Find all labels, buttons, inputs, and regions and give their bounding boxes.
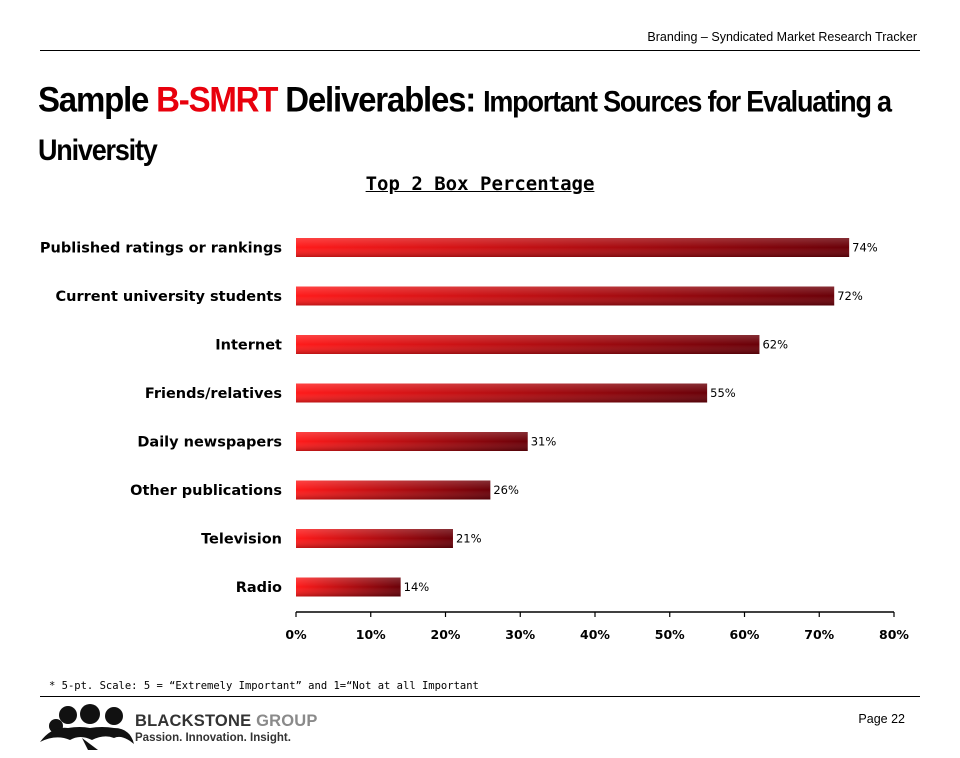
title-part-3: Important Sources for Evaluating a Unive… — [38, 85, 892, 167]
x-tick-label: 50% — [655, 627, 685, 642]
title-part-1: Sample — [38, 79, 157, 120]
category-label: Published ratings or rankings — [40, 241, 282, 257]
bar-shading — [296, 335, 760, 354]
title-part-2: Deliverables: — [277, 79, 484, 120]
category-label: Radio — [236, 580, 282, 596]
page-title: Sample B-SMRT Deliverables: Important So… — [38, 78, 898, 177]
header-divider — [40, 50, 920, 51]
bar-shading — [296, 286, 835, 306]
logo-name: BLACKSTONE GROUP — [135, 712, 318, 731]
x-tick-label: 20% — [431, 627, 461, 642]
logo-name-a: BLACKSTONE — [135, 712, 252, 730]
bar-shading — [296, 432, 528, 451]
x-tick-label: 70% — [804, 627, 834, 642]
bar-shading — [296, 383, 708, 403]
page-number: Page 22 — [858, 712, 905, 726]
value-label: 14% — [404, 580, 430, 594]
logo-tagline: Passion. Innovation. Insight. — [135, 732, 291, 744]
category-label: Friends/relatives — [145, 386, 282, 402]
category-label: Daily newspapers — [137, 435, 282, 451]
bar-shading — [296, 529, 453, 548]
category-label: Internet — [215, 338, 282, 354]
x-tick-label: 40% — [580, 627, 610, 642]
x-tick-label: 10% — [356, 627, 386, 642]
value-label: 74% — [852, 241, 878, 255]
bar-shading — [296, 577, 401, 597]
title-accent: B-SMRT — [156, 79, 278, 120]
bar-shading — [296, 238, 850, 257]
chart-title: Top 2 Box Percentage — [365, 173, 595, 195]
blackstone-logo-icon — [40, 704, 134, 750]
bar-shading — [296, 480, 491, 500]
bars-group: Published ratings or rankings 74% Current … — [40, 238, 878, 597]
category-label: Television — [201, 532, 282, 548]
footnote: * 5-pt. Scale: 5 = “Extremely Important”… — [49, 680, 479, 692]
x-tick-label: 30% — [505, 627, 535, 642]
category-label: Current university students — [56, 289, 282, 305]
logo-name-b: GROUP — [256, 712, 318, 730]
category-label: Other publications — [130, 483, 282, 499]
value-label: 26% — [493, 483, 519, 497]
x-ticks-group: 0% 10% 20% 30% 40% 50% 60% 70% 80% — [285, 612, 909, 642]
x-tick-label: 0% — [285, 627, 307, 642]
value-label: 62% — [762, 338, 788, 352]
value-label: 21% — [456, 532, 482, 546]
value-label: 55% — [710, 386, 736, 400]
value-label: 72% — [837, 289, 863, 303]
value-label: 31% — [531, 435, 557, 449]
x-tick-label: 80% — [879, 627, 909, 642]
footer-divider — [40, 696, 920, 697]
header-text: Branding – Syndicated Market Research Tr… — [647, 30, 917, 44]
x-tick-label: 60% — [730, 627, 760, 642]
